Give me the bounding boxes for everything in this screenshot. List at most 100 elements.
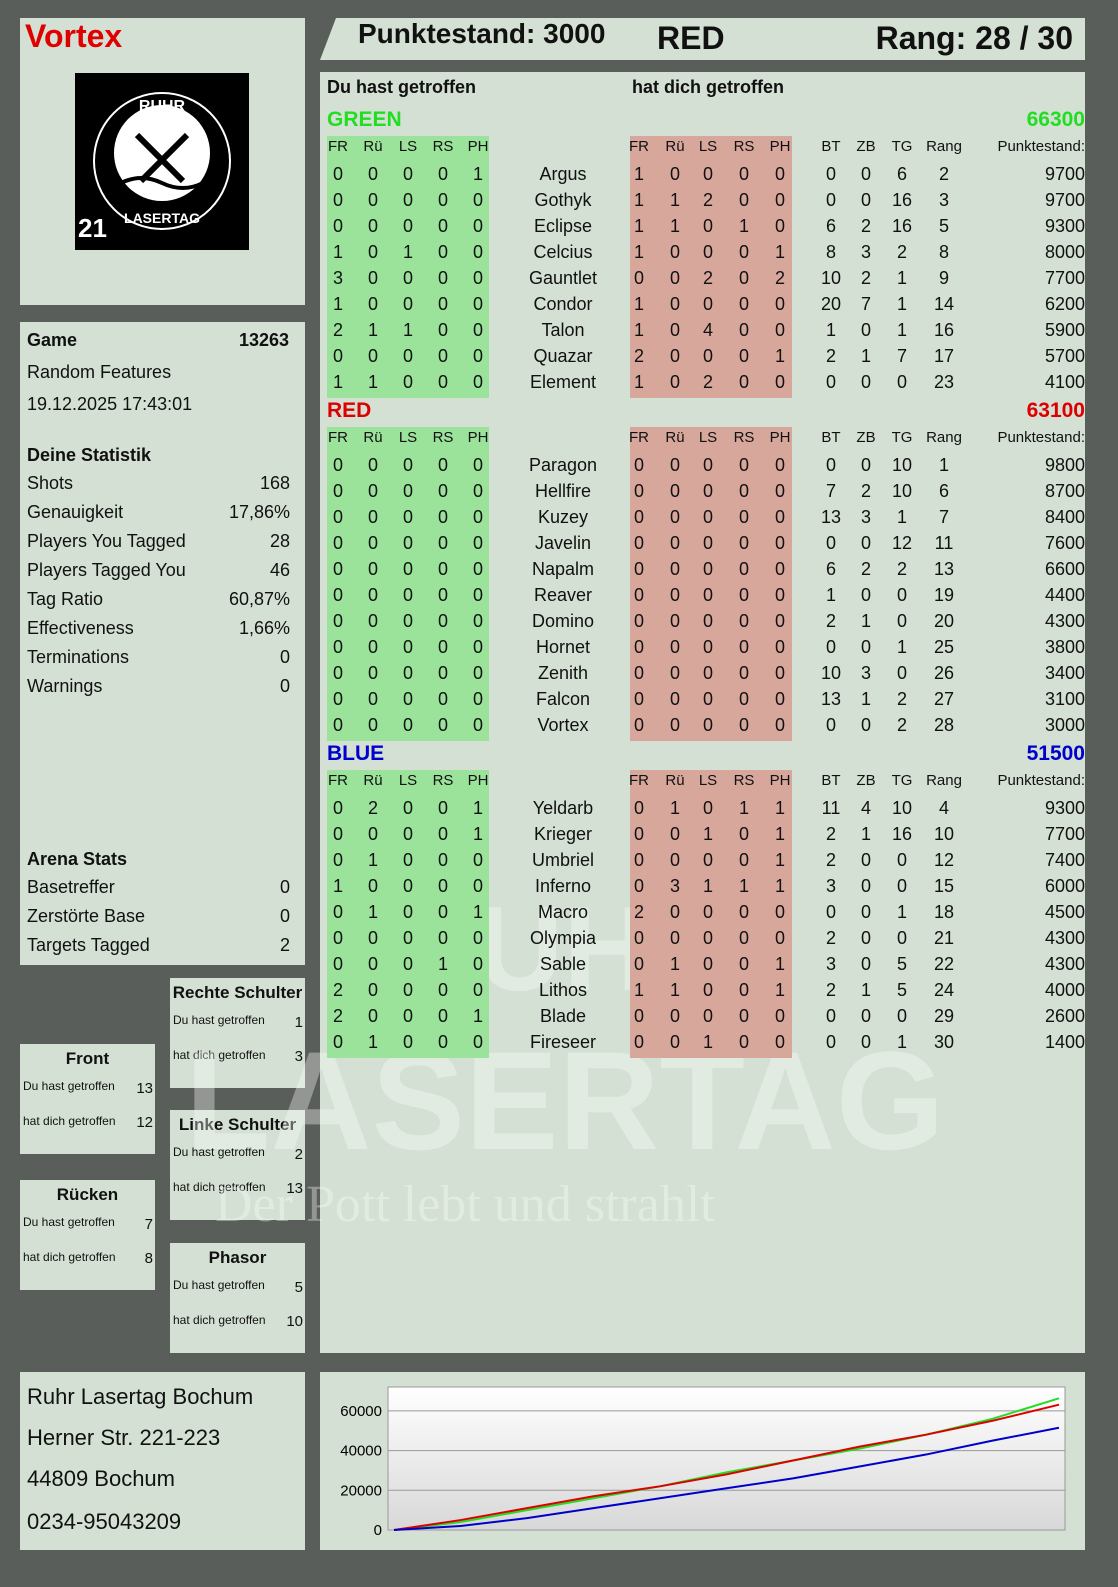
zone-box: Rücken Du hast getroffen 7 hat dich getroff… bbox=[20, 1180, 155, 1290]
player-stat: 7 bbox=[896, 346, 907, 366]
hit-you-count: 0 bbox=[774, 455, 785, 475]
stat-value: 46 bbox=[269, 560, 290, 580]
you-hit-count: 1 bbox=[472, 164, 483, 184]
you-hit-count: 0 bbox=[332, 533, 343, 553]
zone-hit-value: 5 bbox=[294, 1279, 303, 1296]
player-stat: 0 bbox=[896, 372, 907, 392]
hit-you-count: 0 bbox=[669, 294, 680, 314]
you-hit-count: 0 bbox=[367, 928, 378, 948]
you-hit-count: 0 bbox=[402, 533, 413, 553]
player-stat: 24 bbox=[933, 980, 955, 1000]
hit-you-count: 0 bbox=[669, 242, 680, 262]
you-hit-count: 0 bbox=[367, 164, 378, 184]
hit-you-count: 0 bbox=[774, 663, 785, 683]
player-stat: 2 bbox=[825, 850, 836, 870]
you-hit-count: 0 bbox=[437, 268, 448, 288]
hit-you-count: 0 bbox=[633, 850, 644, 870]
player-name: Umbriel bbox=[531, 850, 594, 870]
hit-you-count: 0 bbox=[774, 507, 785, 527]
player-stat: 2 bbox=[896, 715, 907, 735]
column-header: PH bbox=[769, 429, 791, 446]
player-stat: 10 bbox=[891, 481, 913, 501]
you-hit-count: 1 bbox=[332, 294, 343, 314]
stat-label: Terminations bbox=[27, 647, 130, 667]
hit-you-count: 0 bbox=[774, 611, 785, 631]
you-hit-count: 0 bbox=[437, 715, 448, 735]
you-hit-count: 0 bbox=[367, 216, 378, 236]
hit-you-count: 0 bbox=[774, 216, 785, 236]
you-hit-count: 0 bbox=[472, 455, 483, 475]
column-header: RS bbox=[432, 429, 454, 446]
hit-you-count: 1 bbox=[702, 1032, 713, 1052]
player-stat: 0 bbox=[860, 876, 871, 896]
column-header: Rang bbox=[926, 429, 962, 446]
hit-you-count: 1 bbox=[774, 242, 785, 262]
hit-you-count: 0 bbox=[669, 268, 680, 288]
column-header: PH bbox=[467, 138, 489, 155]
player-stat: 6 bbox=[938, 481, 949, 501]
hit-you-count: 0 bbox=[669, 611, 680, 631]
you-hit-count: 0 bbox=[367, 1006, 378, 1026]
hit-you-count: 0 bbox=[633, 481, 644, 501]
stat-value: 0 bbox=[279, 676, 290, 696]
player-stat: 10 bbox=[891, 455, 913, 475]
you-hit-count: 0 bbox=[367, 533, 378, 553]
player-stat: 29 bbox=[933, 1006, 955, 1026]
you-hit-count: 0 bbox=[367, 585, 378, 605]
hit-you-count: 0 bbox=[702, 533, 713, 553]
header-bar bbox=[320, 18, 1085, 60]
hit-you-count: 0 bbox=[633, 715, 644, 735]
hit-you-count: 1 bbox=[669, 980, 680, 1000]
plot-area bbox=[387, 1386, 1066, 1531]
player-stat: 0 bbox=[860, 585, 871, 605]
you-hit-count: 0 bbox=[437, 242, 448, 262]
player-stat: 10 bbox=[820, 663, 842, 683]
you-hit-count: 0 bbox=[367, 663, 378, 683]
player-name: Domino bbox=[531, 611, 595, 631]
player-stat: 0 bbox=[825, 715, 836, 735]
column-header: Rü bbox=[665, 138, 685, 155]
player-stat: 7 bbox=[938, 507, 949, 527]
hit-you-count: 0 bbox=[702, 928, 713, 948]
hit-you-count: 1 bbox=[633, 294, 644, 314]
you-hit-count: 1 bbox=[402, 320, 413, 340]
player-score: 8700 bbox=[1044, 481, 1085, 501]
watermark-lasertag: LASERTAG bbox=[185, 1022, 945, 1179]
hit-you-count: 0 bbox=[738, 372, 749, 392]
column-header: Rang bbox=[926, 138, 962, 155]
you-hit-count: 0 bbox=[332, 481, 343, 501]
hit-you-count: 0 bbox=[738, 242, 749, 262]
hit-you-count: 0 bbox=[774, 1006, 785, 1026]
you-hit-count: 0 bbox=[472, 715, 483, 735]
y-tick-label: 0 bbox=[374, 1522, 382, 1539]
you-hit-count: 0 bbox=[332, 850, 343, 870]
hit-you-count: 0 bbox=[702, 481, 713, 501]
player-stat: 0 bbox=[896, 876, 907, 896]
stat-label: Genauigkeit bbox=[27, 502, 124, 522]
player-name: Yeldarb bbox=[532, 798, 594, 818]
you-hit-count: 0 bbox=[437, 1032, 448, 1052]
hit-you-count: 0 bbox=[738, 1006, 749, 1026]
zone-title: Phasor bbox=[208, 1248, 267, 1267]
player-score: 9700 bbox=[1044, 164, 1085, 184]
column-header: TG bbox=[891, 429, 913, 446]
hit-you-count: 0 bbox=[702, 164, 713, 184]
player-score: 2600 bbox=[1044, 1006, 1085, 1026]
hit-you-count: 0 bbox=[669, 533, 680, 553]
hit-you-count: 0 bbox=[633, 798, 644, 818]
hit-you-count: 0 bbox=[669, 902, 680, 922]
column-header: RS bbox=[733, 138, 755, 155]
player-stat: 23 bbox=[933, 372, 955, 392]
column-header: TG bbox=[891, 138, 913, 155]
hit-you-count: 0 bbox=[738, 663, 749, 683]
player-stat: 0 bbox=[825, 164, 836, 184]
column-header: RS bbox=[733, 772, 755, 789]
hit-you-count: 0 bbox=[669, 585, 680, 605]
you-hit-count: 0 bbox=[332, 689, 343, 709]
player-stat: 1 bbox=[860, 689, 871, 709]
you-hit-count: 0 bbox=[402, 216, 413, 236]
player-stat: 1 bbox=[938, 455, 949, 475]
hit-you-count: 0 bbox=[702, 902, 713, 922]
you-hit-count: 0 bbox=[367, 346, 378, 366]
player-name: Talon bbox=[541, 320, 585, 340]
